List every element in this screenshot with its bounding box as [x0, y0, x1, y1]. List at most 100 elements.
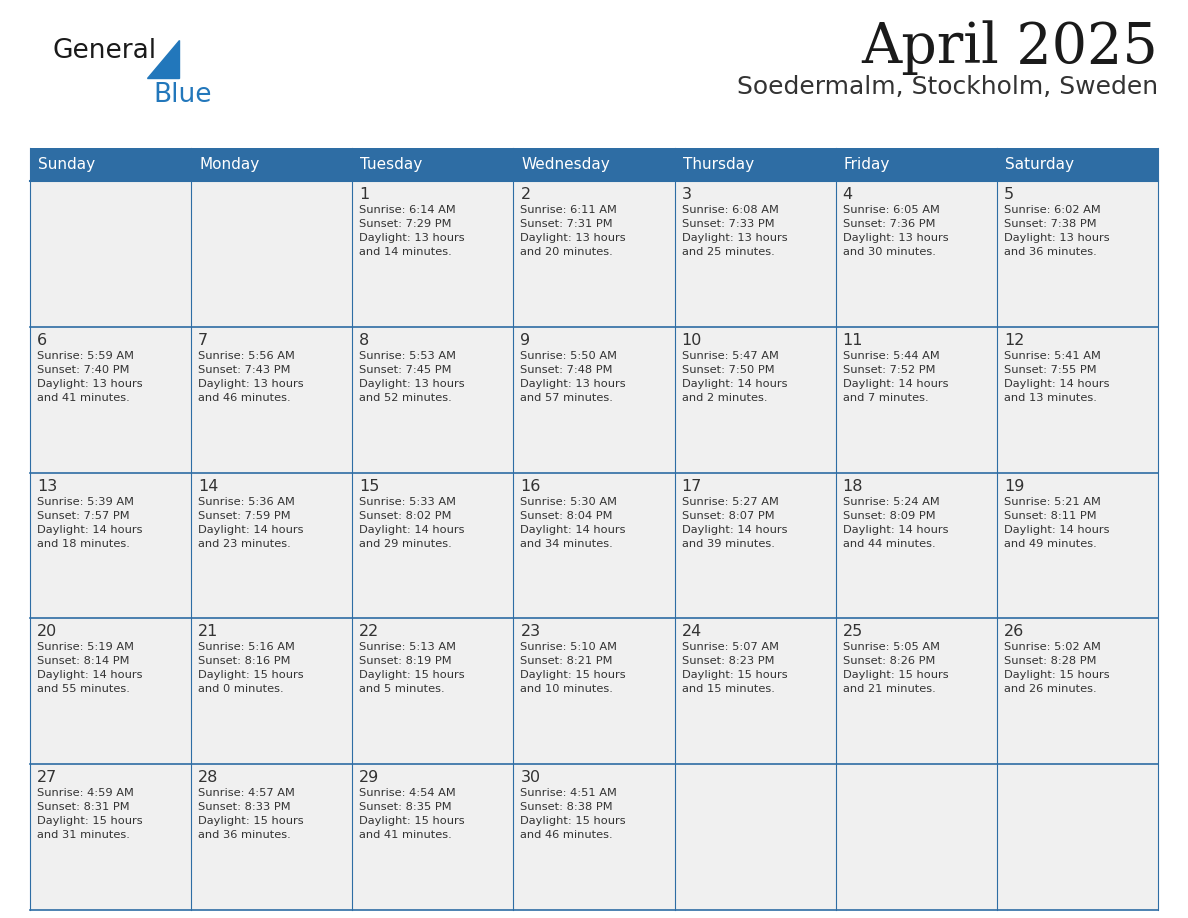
Bar	[353, 181, 513, 327]
Bar	[675, 181, 835, 327]
Text: Thursday: Thursday	[683, 157, 753, 172]
Bar	[191, 327, 353, 473]
Text: Sunrise: 5:30 AM
Sunset: 8:04 PM
Daylight: 14 hours
and 34 minutes.: Sunrise: 5:30 AM Sunset: 8:04 PM Dayligh…	[520, 497, 626, 549]
Bar	[353, 473, 513, 619]
Bar	[30, 148, 1158, 181]
Text: Sunrise: 6:05 AM
Sunset: 7:36 PM
Daylight: 13 hours
and 30 minutes.: Sunrise: 6:05 AM Sunset: 7:36 PM Dayligh…	[842, 205, 948, 257]
Bar	[513, 619, 675, 764]
Text: Soedermalm, Stockholm, Sweden: Soedermalm, Stockholm, Sweden	[737, 75, 1158, 99]
Text: 9: 9	[520, 333, 531, 348]
Text: Sunrise: 5:05 AM
Sunset: 8:26 PM
Daylight: 15 hours
and 21 minutes.: Sunrise: 5:05 AM Sunset: 8:26 PM Dayligh…	[842, 643, 948, 694]
Text: Sunrise: 5:21 AM
Sunset: 8:11 PM
Daylight: 14 hours
and 49 minutes.: Sunrise: 5:21 AM Sunset: 8:11 PM Dayligh…	[1004, 497, 1110, 549]
Bar	[997, 619, 1158, 764]
Text: Sunrise: 5:44 AM
Sunset: 7:52 PM
Daylight: 14 hours
and 7 minutes.: Sunrise: 5:44 AM Sunset: 7:52 PM Dayligh…	[842, 351, 948, 403]
Text: Sunrise: 4:57 AM
Sunset: 8:33 PM
Daylight: 15 hours
and 36 minutes.: Sunrise: 4:57 AM Sunset: 8:33 PM Dayligh…	[198, 789, 304, 840]
Text: April 2025: April 2025	[861, 20, 1158, 74]
Bar	[30, 764, 191, 910]
Text: 2: 2	[520, 187, 531, 202]
Text: Sunrise: 5:36 AM
Sunset: 7:59 PM
Daylight: 14 hours
and 23 minutes.: Sunrise: 5:36 AM Sunset: 7:59 PM Dayligh…	[198, 497, 304, 549]
Text: Friday: Friday	[843, 157, 890, 172]
Bar	[513, 764, 675, 910]
Bar	[997, 473, 1158, 619]
Bar	[30, 473, 191, 619]
Text: 8: 8	[359, 333, 369, 348]
Text: 29: 29	[359, 770, 379, 785]
Bar	[191, 473, 353, 619]
Text: Sunrise: 4:54 AM
Sunset: 8:35 PM
Daylight: 15 hours
and 41 minutes.: Sunrise: 4:54 AM Sunset: 8:35 PM Dayligh…	[359, 789, 465, 840]
Text: 12: 12	[1004, 333, 1024, 348]
Text: 14: 14	[198, 478, 219, 494]
Text: Sunrise: 5:39 AM
Sunset: 7:57 PM
Daylight: 14 hours
and 18 minutes.: Sunrise: 5:39 AM Sunset: 7:57 PM Dayligh…	[37, 497, 143, 549]
Bar	[675, 473, 835, 619]
Text: Sunrise: 6:14 AM
Sunset: 7:29 PM
Daylight: 13 hours
and 14 minutes.: Sunrise: 6:14 AM Sunset: 7:29 PM Dayligh…	[359, 205, 465, 257]
Bar	[835, 764, 997, 910]
Text: 7: 7	[198, 333, 208, 348]
Text: 19: 19	[1004, 478, 1024, 494]
Text: Sunrise: 5:16 AM
Sunset: 8:16 PM
Daylight: 15 hours
and 0 minutes.: Sunrise: 5:16 AM Sunset: 8:16 PM Dayligh…	[198, 643, 304, 694]
Text: Sunrise: 5:10 AM
Sunset: 8:21 PM
Daylight: 15 hours
and 10 minutes.: Sunrise: 5:10 AM Sunset: 8:21 PM Dayligh…	[520, 643, 626, 694]
Bar	[191, 764, 353, 910]
Bar	[675, 764, 835, 910]
Text: Sunrise: 5:27 AM
Sunset: 8:07 PM
Daylight: 14 hours
and 39 minutes.: Sunrise: 5:27 AM Sunset: 8:07 PM Dayligh…	[682, 497, 788, 549]
Polygon shape	[147, 40, 179, 78]
Bar	[835, 327, 997, 473]
Bar	[675, 327, 835, 473]
Text: 24: 24	[682, 624, 702, 640]
Bar	[997, 764, 1158, 910]
Bar	[997, 181, 1158, 327]
Bar	[997, 327, 1158, 473]
Text: 18: 18	[842, 478, 864, 494]
Bar	[353, 619, 513, 764]
Text: Blue: Blue	[153, 82, 211, 108]
Text: 30: 30	[520, 770, 541, 785]
Bar	[835, 473, 997, 619]
Bar	[675, 619, 835, 764]
Text: Sunrise: 6:11 AM
Sunset: 7:31 PM
Daylight: 13 hours
and 20 minutes.: Sunrise: 6:11 AM Sunset: 7:31 PM Dayligh…	[520, 205, 626, 257]
Text: Sunrise: 6:08 AM
Sunset: 7:33 PM
Daylight: 13 hours
and 25 minutes.: Sunrise: 6:08 AM Sunset: 7:33 PM Dayligh…	[682, 205, 788, 257]
Text: Sunrise: 5:56 AM
Sunset: 7:43 PM
Daylight: 13 hours
and 46 minutes.: Sunrise: 5:56 AM Sunset: 7:43 PM Dayligh…	[198, 351, 304, 403]
Text: Sunrise: 5:59 AM
Sunset: 7:40 PM
Daylight: 13 hours
and 41 minutes.: Sunrise: 5:59 AM Sunset: 7:40 PM Dayligh…	[37, 351, 143, 403]
Bar	[513, 181, 675, 327]
Text: Sunrise: 5:07 AM
Sunset: 8:23 PM
Daylight: 15 hours
and 15 minutes.: Sunrise: 5:07 AM Sunset: 8:23 PM Dayligh…	[682, 643, 788, 694]
Text: Tuesday: Tuesday	[360, 157, 423, 172]
Text: Sunrise: 5:19 AM
Sunset: 8:14 PM
Daylight: 14 hours
and 55 minutes.: Sunrise: 5:19 AM Sunset: 8:14 PM Dayligh…	[37, 643, 143, 694]
Text: 15: 15	[359, 478, 380, 494]
Text: 1: 1	[359, 187, 369, 202]
Text: 23: 23	[520, 624, 541, 640]
Text: 28: 28	[198, 770, 219, 785]
Bar	[835, 619, 997, 764]
Bar	[513, 327, 675, 473]
Text: Sunrise: 5:50 AM
Sunset: 7:48 PM
Daylight: 13 hours
and 57 minutes.: Sunrise: 5:50 AM Sunset: 7:48 PM Dayligh…	[520, 351, 626, 403]
Text: Monday: Monday	[200, 157, 259, 172]
Bar	[191, 181, 353, 327]
Text: Sunrise: 5:24 AM
Sunset: 8:09 PM
Daylight: 14 hours
and 44 minutes.: Sunrise: 5:24 AM Sunset: 8:09 PM Dayligh…	[842, 497, 948, 549]
Text: Sunrise: 5:53 AM
Sunset: 7:45 PM
Daylight: 13 hours
and 52 minutes.: Sunrise: 5:53 AM Sunset: 7:45 PM Dayligh…	[359, 351, 465, 403]
Bar	[353, 764, 513, 910]
Bar	[513, 473, 675, 619]
Text: Sunrise: 5:47 AM
Sunset: 7:50 PM
Daylight: 14 hours
and 2 minutes.: Sunrise: 5:47 AM Sunset: 7:50 PM Dayligh…	[682, 351, 788, 403]
Text: 16: 16	[520, 478, 541, 494]
Text: 20: 20	[37, 624, 57, 640]
Text: 6: 6	[37, 333, 48, 348]
Bar	[353, 327, 513, 473]
Bar	[30, 327, 191, 473]
Text: 13: 13	[37, 478, 57, 494]
Text: Sunrise: 4:59 AM
Sunset: 8:31 PM
Daylight: 15 hours
and 31 minutes.: Sunrise: 4:59 AM Sunset: 8:31 PM Dayligh…	[37, 789, 143, 840]
Text: 17: 17	[682, 478, 702, 494]
Text: Sunrise: 5:41 AM
Sunset: 7:55 PM
Daylight: 14 hours
and 13 minutes.: Sunrise: 5:41 AM Sunset: 7:55 PM Dayligh…	[1004, 351, 1110, 403]
Text: Sunrise: 4:51 AM
Sunset: 8:38 PM
Daylight: 15 hours
and 46 minutes.: Sunrise: 4:51 AM Sunset: 8:38 PM Dayligh…	[520, 789, 626, 840]
Bar	[30, 619, 191, 764]
Text: Sunrise: 6:02 AM
Sunset: 7:38 PM
Daylight: 13 hours
and 36 minutes.: Sunrise: 6:02 AM Sunset: 7:38 PM Dayligh…	[1004, 205, 1110, 257]
Text: 3: 3	[682, 187, 691, 202]
Text: 11: 11	[842, 333, 864, 348]
Text: 5: 5	[1004, 187, 1015, 202]
Text: General: General	[52, 38, 156, 64]
Bar	[191, 619, 353, 764]
Bar	[835, 181, 997, 327]
Text: 21: 21	[198, 624, 219, 640]
Text: Saturday: Saturday	[1005, 157, 1074, 172]
Bar	[30, 181, 191, 327]
Text: Sunrise: 5:02 AM
Sunset: 8:28 PM
Daylight: 15 hours
and 26 minutes.: Sunrise: 5:02 AM Sunset: 8:28 PM Dayligh…	[1004, 643, 1110, 694]
Text: 22: 22	[359, 624, 379, 640]
Text: 4: 4	[842, 187, 853, 202]
